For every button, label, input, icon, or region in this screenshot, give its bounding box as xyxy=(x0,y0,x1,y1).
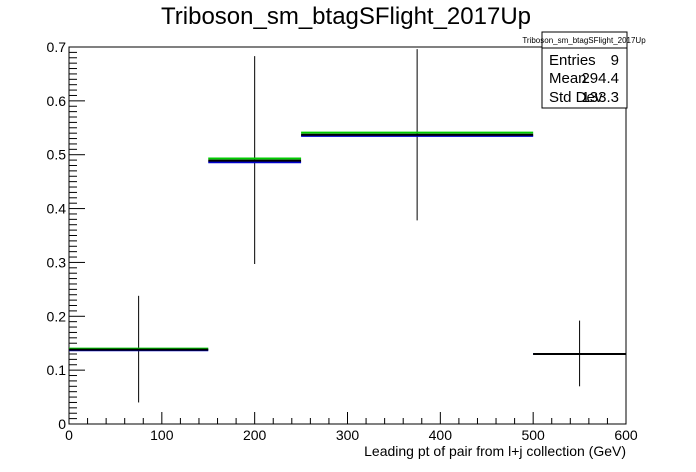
stats-stddev-value: 133.3 xyxy=(581,89,619,106)
stats-box-frame xyxy=(541,31,628,109)
y-tick-label: 0.6 xyxy=(47,93,67,109)
x-tick-label: 300 xyxy=(336,427,360,443)
stats-box: Triboson_sm_btagSFlight_2017Up Entries 9… xyxy=(522,31,646,109)
stats-entries-value: 9 xyxy=(611,52,619,69)
y-tick-label: 0.5 xyxy=(47,147,67,163)
x-tick-label: 200 xyxy=(243,427,267,443)
axes: 0 100 200 300 400 500 600 0 0.1 0.2 0.3 0.4 0.5 0.6 0.… xyxy=(47,39,638,443)
stats-mean-value: 294.4 xyxy=(581,70,619,87)
stats-entries-label: Entries xyxy=(549,52,596,69)
x-tick-label: 600 xyxy=(614,427,638,443)
x-tick-label: 0 xyxy=(65,427,73,443)
x-tick-label: 500 xyxy=(521,427,545,443)
x-tick-label: 400 xyxy=(429,427,453,443)
y-tick-label: 0 xyxy=(58,416,66,432)
y-tick-label: 0.1 xyxy=(47,362,67,378)
y-tick-label: 0.4 xyxy=(47,201,67,217)
histogram-marks xyxy=(69,49,626,403)
y-tick-label: 0.7 xyxy=(47,39,67,55)
x-tick-label: 100 xyxy=(150,427,174,443)
x-axis-label: Leading pt of pair from l+j collection (… xyxy=(364,443,626,459)
stats-stddev-label: Std Dev xyxy=(549,89,603,106)
stats-mean-label: Mean xyxy=(549,70,587,87)
stats-title: Triboson_sm_btagSFlight_2017Up xyxy=(522,36,646,45)
chart-title: Triboson_sm_btagSFlight_2017Up xyxy=(161,3,531,30)
y-tick-label: 0.3 xyxy=(47,254,67,270)
y-tick-label: 0.2 xyxy=(47,308,67,324)
